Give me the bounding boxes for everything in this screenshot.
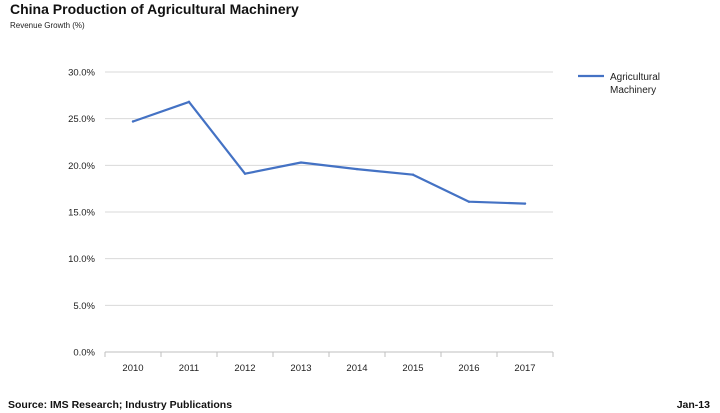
- x-tick-label: 2011: [179, 363, 199, 374]
- x-tick-label: 2012: [234, 363, 255, 374]
- y-tick-label: 30.0%: [68, 68, 95, 79]
- y-tick-label: 25.0%: [68, 114, 95, 125]
- y-tick-label: 15.0%: [68, 208, 95, 219]
- data-point: [523, 202, 527, 205]
- data-point: [243, 172, 247, 175]
- y-tick-label: 5.0%: [73, 301, 95, 312]
- y-tick-label: 20.0%: [68, 161, 95, 172]
- legend-label: Agricultural: [610, 72, 660, 83]
- x-tick-label: 2013: [290, 363, 311, 374]
- chart-subtitle: Revenue Growth (%): [10, 21, 85, 30]
- data-point: [467, 200, 471, 203]
- data-point: [411, 173, 415, 176]
- x-tick-label: 2010: [122, 363, 143, 374]
- series-line: [131, 100, 527, 205]
- data-point: [299, 161, 303, 164]
- x-tick-label: 2014: [346, 363, 367, 374]
- y-tick-label: 10.0%: [68, 254, 95, 265]
- date-note: Jan-13: [676, 399, 710, 411]
- chart-title: China Production of Agricultural Machine…: [10, 1, 299, 17]
- data-point: [355, 167, 359, 171]
- x-tick-label: 2015: [402, 363, 423, 374]
- source-note: Source: IMS Research; Industry Publicati…: [8, 399, 233, 411]
- legend-label: Machinery: [610, 85, 656, 96]
- x-tick-label: 2017: [514, 363, 535, 374]
- y-tick-label: 0.0%: [73, 348, 95, 359]
- data-point: [187, 100, 191, 104]
- x-tick-label: 2016: [458, 363, 479, 374]
- data-point: [131, 120, 135, 123]
- line-chart: 0.0% 5.0% 10.0% 15.0% 20.0% 25.0% 30.0% 2010 20…: [68, 68, 660, 375]
